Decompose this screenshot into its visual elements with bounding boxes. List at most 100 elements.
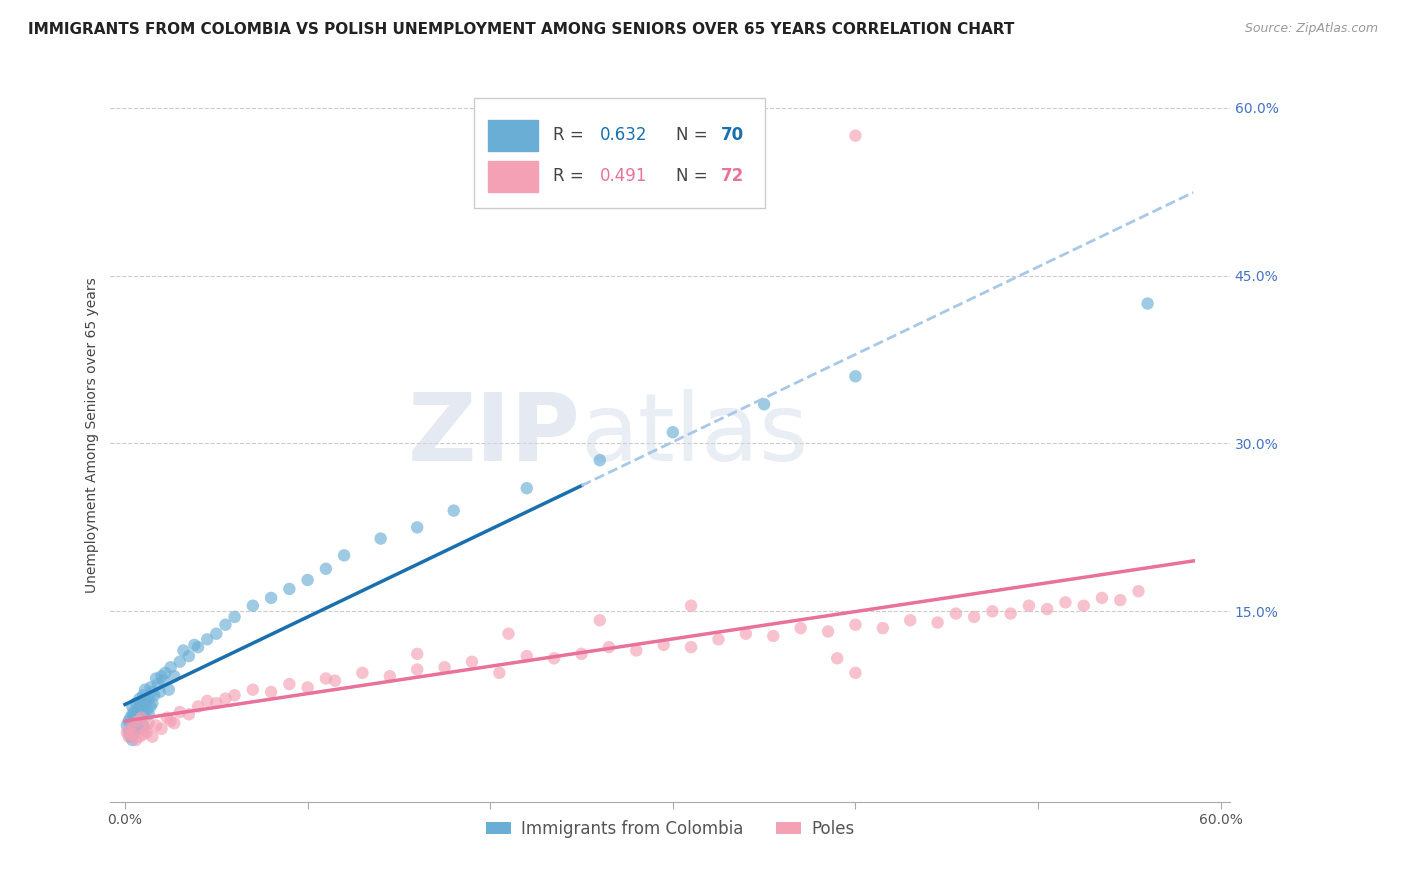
Point	[128, 699, 150, 714]
Point	[139, 699, 162, 714]
Point	[121, 733, 143, 747]
Point	[146, 677, 169, 691]
Point	[134, 696, 156, 710]
Point	[169, 705, 191, 719]
Point	[152, 673, 174, 688]
Point	[195, 694, 218, 708]
Legend: Immigrants from Colombia, Poles: Immigrants from Colombia, Poles	[479, 814, 862, 845]
Point	[662, 425, 685, 440]
Point	[131, 694, 153, 708]
Point	[224, 610, 246, 624]
Point	[898, 613, 921, 627]
Point	[242, 682, 264, 697]
Text: 72: 72	[720, 168, 744, 186]
Point	[115, 725, 138, 739]
Point	[927, 615, 949, 630]
Point	[141, 696, 163, 710]
Point	[789, 621, 811, 635]
Point	[132, 705, 155, 719]
Point	[136, 725, 159, 739]
Point	[163, 669, 186, 683]
Point	[433, 660, 456, 674]
Point	[844, 369, 866, 384]
Point	[177, 649, 200, 664]
Point	[132, 688, 155, 702]
Point	[122, 725, 145, 739]
Point	[352, 665, 374, 680]
Point	[1128, 584, 1150, 599]
Text: R =: R =	[553, 168, 589, 186]
Point	[461, 655, 484, 669]
Point	[127, 714, 149, 728]
Point	[406, 663, 429, 677]
Point	[1109, 593, 1132, 607]
Point	[118, 714, 141, 728]
Text: N =: N =	[676, 127, 713, 145]
Point	[1054, 595, 1077, 609]
Point	[652, 638, 675, 652]
Point	[1136, 296, 1159, 310]
Point	[297, 573, 319, 587]
Point	[183, 638, 205, 652]
FancyBboxPatch shape	[474, 98, 765, 208]
Point	[172, 643, 194, 657]
Point	[131, 711, 153, 725]
Point	[543, 651, 565, 665]
Point	[260, 591, 283, 605]
Point	[134, 722, 156, 736]
Bar	[488, 120, 538, 151]
Point	[120, 711, 142, 725]
Point	[323, 673, 346, 688]
Point	[149, 685, 172, 699]
Point	[1073, 599, 1095, 613]
Point	[278, 582, 301, 596]
Point	[121, 699, 143, 714]
Point	[132, 718, 155, 732]
Point	[127, 703, 149, 717]
Point	[406, 647, 429, 661]
Point	[115, 718, 138, 732]
Point	[153, 665, 176, 680]
Text: IMMIGRANTS FROM COLOMBIA VS POLISH UNEMPLOYMENT AMONG SENIORS OVER 65 YEARS CORR: IMMIGRANTS FROM COLOMBIA VS POLISH UNEMP…	[28, 22, 1015, 37]
Point	[297, 681, 319, 695]
Point	[125, 733, 148, 747]
Bar	[488, 161, 538, 192]
Point	[163, 716, 186, 731]
Y-axis label: Unemployment Among Seniors over 65 years: Unemployment Among Seniors over 65 years	[86, 277, 100, 593]
Text: N =: N =	[676, 168, 713, 186]
Point	[315, 672, 337, 686]
Point	[169, 655, 191, 669]
Point	[707, 632, 730, 647]
Point	[333, 549, 356, 563]
Point	[734, 626, 756, 640]
Text: Source: ZipAtlas.com: Source: ZipAtlas.com	[1244, 22, 1378, 36]
Point	[145, 672, 167, 686]
Point	[121, 707, 143, 722]
Point	[122, 716, 145, 731]
Point	[844, 128, 866, 143]
Point	[762, 629, 785, 643]
Point	[681, 640, 703, 654]
Point	[139, 681, 162, 695]
Point	[598, 640, 620, 654]
Point	[242, 599, 264, 613]
Point	[260, 685, 283, 699]
Point	[214, 617, 236, 632]
Text: 0.491: 0.491	[599, 168, 647, 186]
Point	[681, 599, 703, 613]
Point	[157, 682, 180, 697]
Point	[145, 718, 167, 732]
Point	[752, 397, 775, 411]
Text: atlas: atlas	[581, 389, 808, 481]
Point	[205, 696, 228, 710]
Point	[138, 716, 160, 731]
Point	[136, 703, 159, 717]
Point	[872, 621, 894, 635]
Point	[406, 520, 429, 534]
Point	[127, 722, 149, 736]
Point	[120, 730, 142, 744]
Point	[128, 707, 150, 722]
Point	[195, 632, 218, 647]
Point	[844, 617, 866, 632]
Point	[187, 699, 209, 714]
